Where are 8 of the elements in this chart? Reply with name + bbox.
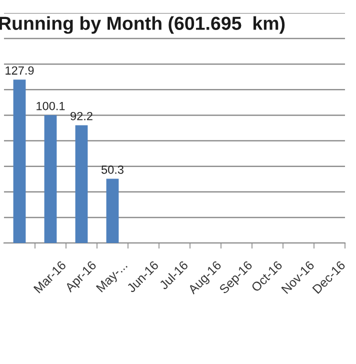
data-label: 50.3 <box>101 165 124 174</box>
data-label: 100.1 <box>36 102 65 110</box>
bar <box>75 125 88 243</box>
bar <box>44 115 57 243</box>
data-label: 127.9 <box>6 66 34 75</box>
bar <box>13 80 26 243</box>
bar <box>106 178 119 243</box>
data-label: 92.2 <box>70 112 92 120</box>
